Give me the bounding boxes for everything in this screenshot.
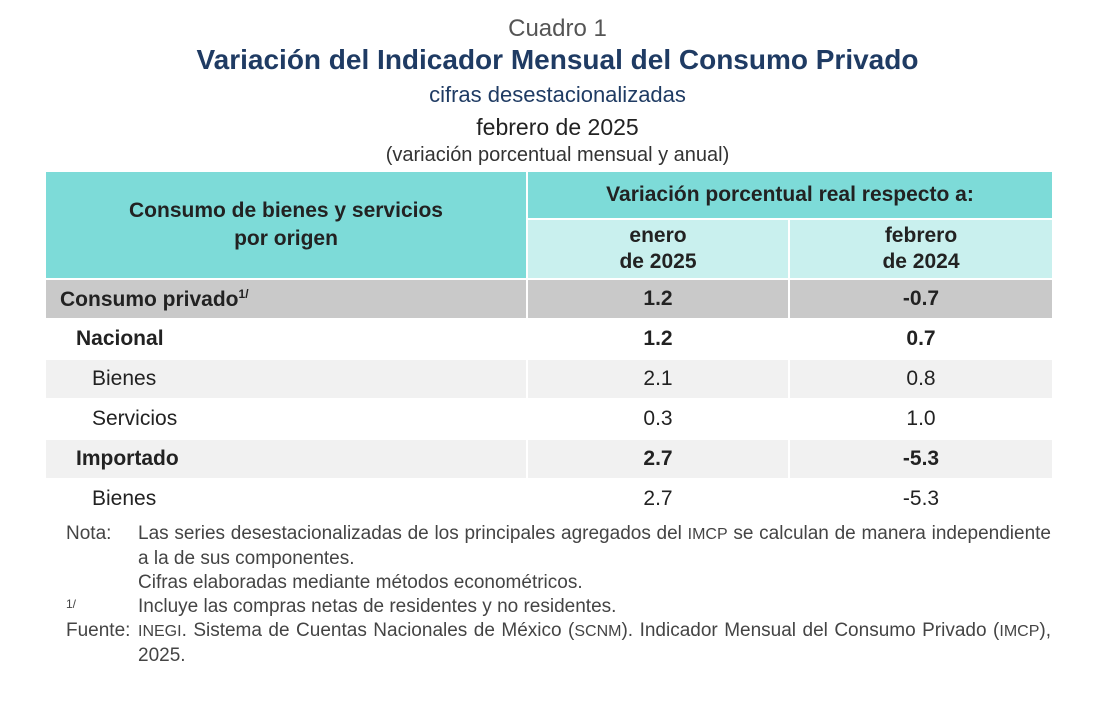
source-abbr: IMCP <box>999 623 1040 640</box>
data-table: Consumo de bienes y servicios por origen… <box>44 170 1054 520</box>
table-row: Importado 2.7 -5.3 <box>44 438 1054 480</box>
page-subtitle: cifras desestacionalizadas <box>429 82 686 107</box>
row-label: Servicios <box>44 398 528 440</box>
annual-value: 0.7 <box>788 318 1054 360</box>
row-label: Nacional <box>44 318 528 360</box>
annual-value: -5.3 <box>788 438 1054 480</box>
monthly-value: 1.2 <box>526 318 790 360</box>
note-label: Nota: <box>66 523 112 544</box>
col-header-monthly-line2: de 2025 <box>619 250 697 273</box>
note-row: Cifras elaboradas mediante métodos econo… <box>66 571 1051 595</box>
monthly-value: 0.3 <box>526 398 790 440</box>
source-text-part: ), 2025. <box>138 620 1051 666</box>
footnote-row: 1/ Incluye las compras netas de resident… <box>66 595 1051 619</box>
note-abbr: IMCP <box>687 526 728 543</box>
footnote-label: 1/ <box>66 597 77 611</box>
monthly-value: 1.2 <box>526 278 790 320</box>
units-label: (variación porcentual mensual y anual) <box>385 144 730 166</box>
page-title: Variación del Indicador Mensual del Cons… <box>196 44 919 75</box>
group-header: Variación porcentual real respecto a: <box>526 170 1054 220</box>
source-label: Fuente: <box>66 620 131 641</box>
table-row: Servicios 0.3 1.0 <box>44 398 1054 440</box>
row-label: Bienes <box>44 478 528 520</box>
table-row: Bienes 2.7 -5.3 <box>44 478 1054 520</box>
col-header-monthly: enero de 2025 <box>526 218 790 280</box>
annual-value: 1.0 <box>788 398 1054 440</box>
row-label: Bienes <box>44 358 528 400</box>
col-header-annual: febrero de 2024 <box>788 218 1054 280</box>
annual-value: -5.3 <box>788 478 1054 520</box>
footnote-text: Incluye las compras netas de residentes … <box>138 596 617 617</box>
row-label-text: Consumo privado <box>60 287 239 311</box>
note-text: Las series desestacionalizadas de los pr… <box>138 522 1051 571</box>
source-abbr: INEGI <box>138 623 182 640</box>
monthly-value: 2.7 <box>526 438 790 480</box>
footnote-marker: 1/ <box>238 286 249 301</box>
source-text-part: ). Indicador Mensual del Consumo Privado… <box>621 620 1000 641</box>
row-header: Consumo de bienes y servicios por origen <box>44 170 528 280</box>
col-header-monthly-line1: enero <box>629 224 687 247</box>
monthly-value: 2.1 <box>526 358 790 400</box>
col-header-annual-line1: febrero <box>884 224 958 247</box>
source-abbr: SCNM <box>574 623 622 640</box>
table-row: Nacional 1.2 0.7 <box>44 318 1054 360</box>
note-row: Nota: Las series desestacionalizadas de … <box>66 522 1051 571</box>
annual-value: 0.8 <box>788 358 1054 400</box>
period-label: febrero de 2025 <box>476 114 639 140</box>
row-label: Importado <box>44 438 528 480</box>
notes-section: Nota: Las series desestacionalizadas de … <box>66 522 1051 668</box>
source-text: INEGI. Sistema de Cuentas Nacionales de … <box>138 619 1051 668</box>
source-text-part: . Sistema de Cuentas Nacionales de Méxic… <box>181 620 575 641</box>
col-header-annual-line2: de 2024 <box>882 250 960 273</box>
annual-value: -0.7 <box>788 278 1054 320</box>
row-header-line2: por origen <box>234 227 338 250</box>
note-text-part: se calculan de manera independiente a la… <box>138 523 1051 569</box>
note-text-line2: Cifras elaboradas mediante métodos econo… <box>138 572 583 593</box>
source-row: Fuente: INEGI. Sistema de Cuentas Nacion… <box>66 619 1051 668</box>
table-row: Bienes 2.1 0.8 <box>44 358 1054 400</box>
note-text-part: Las series desestacionalizadas de los pr… <box>138 523 688 544</box>
table-label: Cuadro 1 <box>508 15 607 42</box>
table-row: Consumo privado1/ 1.2 -0.7 <box>44 278 1054 320</box>
monthly-value: 2.7 <box>526 478 790 520</box>
row-label: Consumo privado1/ <box>44 278 528 320</box>
row-header-line1: Consumo de bienes y servicios <box>129 199 443 222</box>
